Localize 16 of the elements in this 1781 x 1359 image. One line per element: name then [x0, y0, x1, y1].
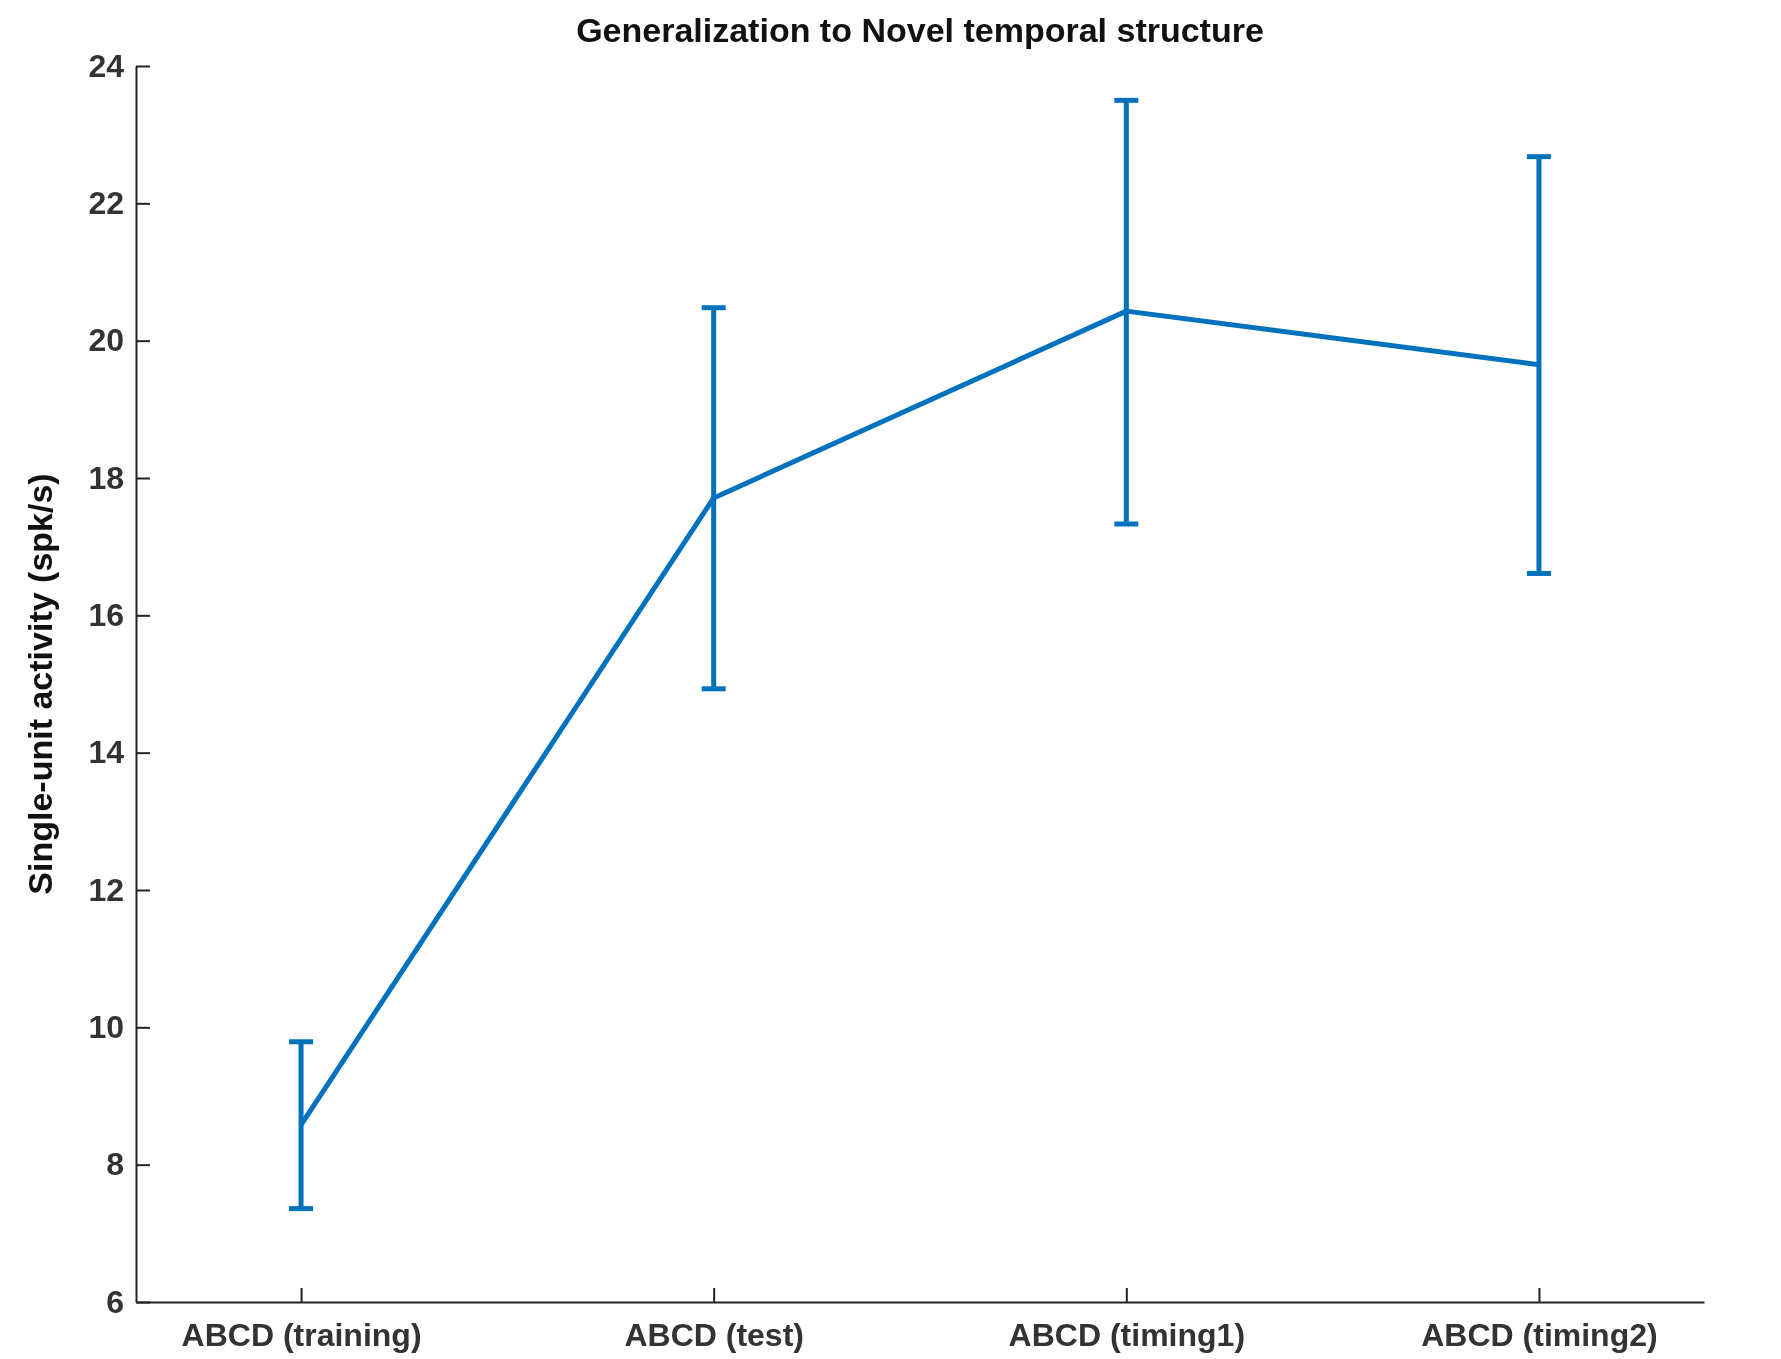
x-tick-label: ABCD (timing1): [1008, 1317, 1246, 1353]
y-tick-label: 12: [88, 871, 124, 908]
chart-title: Generalization to Novel temporal structure: [576, 11, 1264, 49]
y-tick-label: 6: [106, 1283, 124, 1320]
y-tick-label: 8: [106, 1146, 124, 1183]
x-tick-label: ABCD (test): [624, 1317, 804, 1353]
y-tick-label: 24: [88, 47, 125, 84]
y-axis-title: Single-unit activity (spk/s): [21, 473, 59, 895]
y-tick-label: 10: [88, 1009, 124, 1046]
x-tick-label: ABCD (timing2): [1421, 1317, 1658, 1353]
y-tick-label: 18: [88, 459, 124, 496]
y-tick-label: 20: [88, 322, 124, 359]
x-tick-label: ABCD (training): [181, 1317, 422, 1353]
y-tick-label: 16: [88, 597, 124, 634]
y-tick-label: 22: [88, 185, 124, 222]
y-tick-label: 14: [88, 734, 125, 771]
